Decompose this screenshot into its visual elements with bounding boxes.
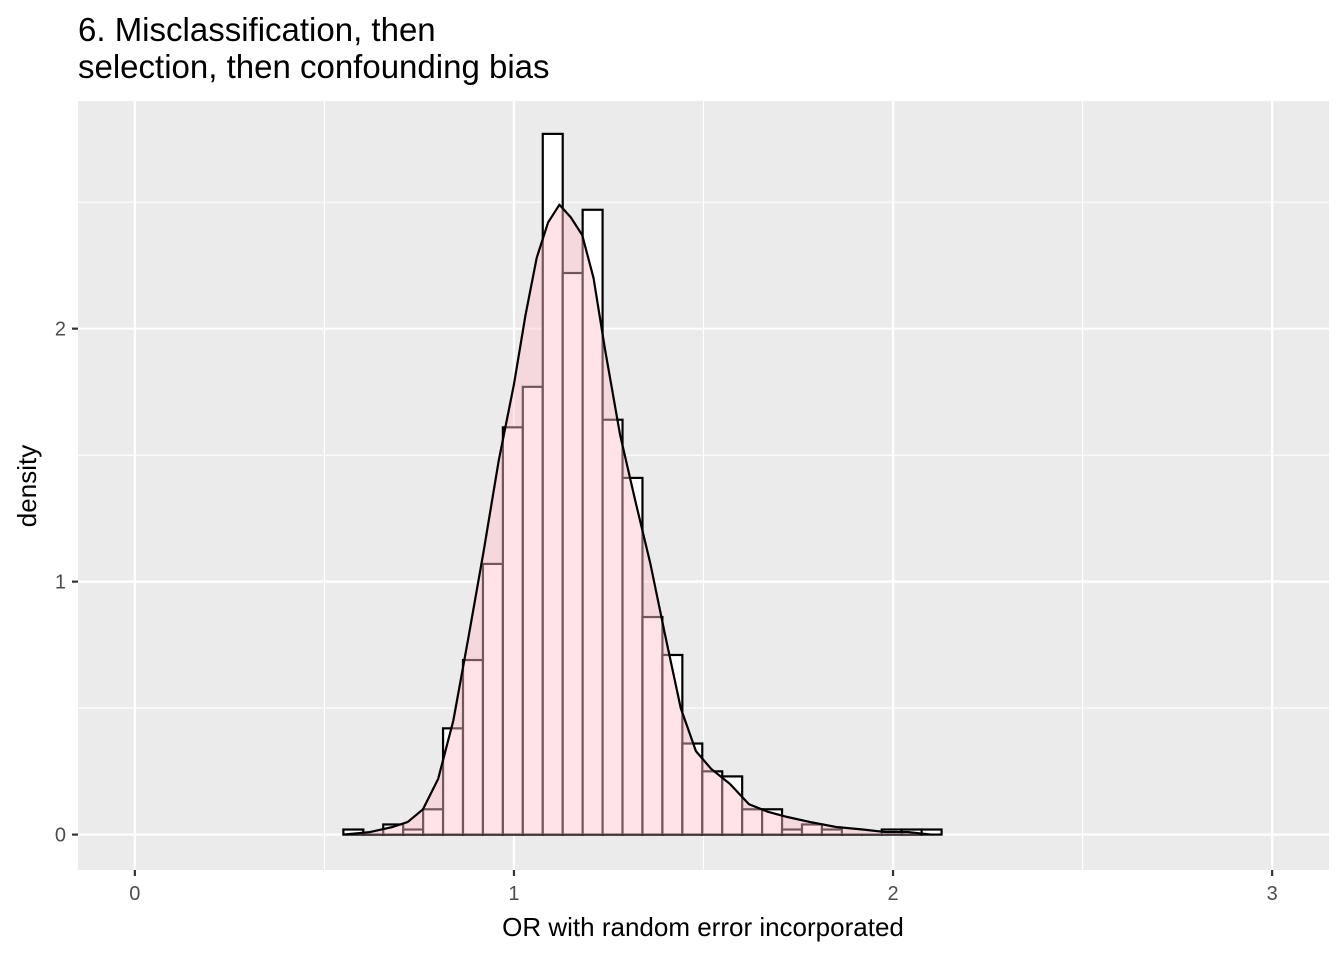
x-tick-label: 1 [508,883,519,905]
x-tick-label: 0 [129,883,140,905]
y-axis-title: density [12,445,42,527]
histogram-bar [920,828,943,836]
x-axis: 0 1 2 3 [129,870,1278,905]
x-tick-label: 2 [887,883,898,905]
x-axis-title: OR with random error incorporated [502,912,904,942]
y-axis: 0 1 2 [55,319,78,847]
y-tick-label: 2 [55,319,66,341]
density-curve [343,203,932,836]
y-tick-label: 1 [55,572,66,594]
chart-title-line-2: selection, then confounding bias [78,48,550,85]
histogram-bar [761,808,784,836]
chart-title-line-1: 6. Misclassification, then [78,11,436,48]
minor-gridlines [78,101,1329,870]
density-layer [343,203,932,836]
histogram-bars [342,132,943,836]
density-area [343,204,931,835]
x-tick-label: 3 [1267,883,1278,905]
y-tick-label: 0 [55,825,66,847]
histogram-bar [820,828,843,836]
